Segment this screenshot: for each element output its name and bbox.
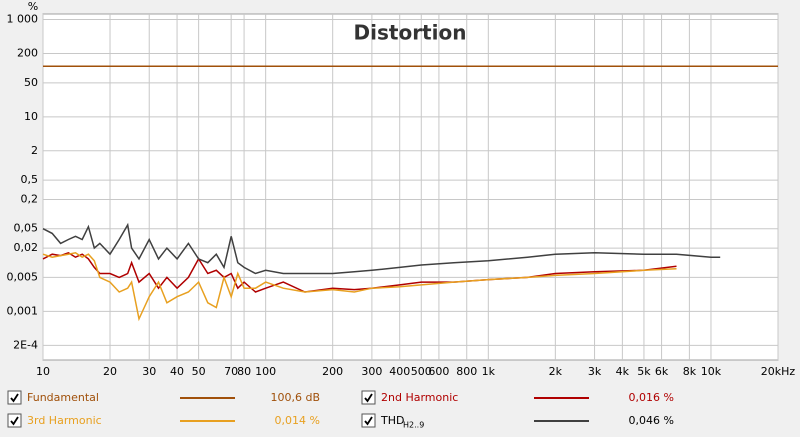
x-tick-label: 400 [389,365,410,378]
y-tick-label: 2E-4 [13,338,38,351]
legend-name: 3rd Harmonic [27,414,102,427]
y-tick-label: 1 000 [7,13,39,26]
x-tick-label: 8k [683,365,697,378]
x-tick-label: 3k [588,365,602,378]
y-tick-label: 0,02 [14,241,39,254]
y-tick-label: 0,005 [7,270,39,283]
legend-checkbox[interactable] [7,413,22,428]
x-tick-label: 10 [36,365,50,378]
legend-checkbox[interactable] [361,390,376,405]
x-tick-label: 30 [142,365,156,378]
x-tick-label: 5k [637,365,651,378]
x-tick-label: 100 [255,365,276,378]
x-tick-label: 70 [224,365,238,378]
y-tick-label: 0,001 [7,304,39,317]
x-tick-label: 500 [411,365,432,378]
x-tick-label: 600 [428,365,449,378]
y-tick-label: 0,5 [21,173,39,186]
checkmark [364,393,373,403]
y-tick-label: 200 [17,47,38,60]
series-line [42,252,677,322]
series-line [42,251,677,293]
x-tick-label: 80 [237,365,251,378]
legend-value: 0,046 % [629,414,674,427]
x-tick-label: 20kHz [761,365,796,378]
x-tick-label: 1k [482,365,496,378]
y-tick-label: 0,2 [21,192,39,205]
legend-value: 100,6 dB [270,391,320,404]
x-tick-label: 6k [655,365,669,378]
y-tick-label: 10 [24,110,38,123]
x-tick-label: 4k [616,365,630,378]
checkmark [10,416,19,426]
legend-value: 0,016 % [629,391,674,404]
y-tick-label: 0,05 [14,222,39,235]
legend-name: THD [380,414,404,427]
x-tick-label: 50 [192,365,206,378]
x-tick-label: 20 [103,365,117,378]
plot-area [42,13,779,361]
chart-title: Distortion [354,21,467,45]
legend-name-sub: H2..9 [403,421,424,430]
y-tick-label: 50 [24,76,38,89]
legend-checkbox[interactable] [361,413,376,428]
series-line [42,222,721,275]
x-tick-label: 10k [701,365,722,378]
x-tick-label: 40 [170,365,184,378]
legend-name: 2nd Harmonic [381,391,458,404]
y-tick-label: 2 [31,144,38,157]
legend-name: Fundamental [27,391,99,404]
x-tick-label: 800 [456,365,477,378]
checkmark [364,416,373,426]
checkmark [10,393,19,403]
x-tick-label: 300 [361,365,382,378]
x-tick-label: 2k [549,365,563,378]
legend-value: 0,014 % [275,414,320,427]
x-tick-label: 200 [322,365,343,378]
y-axis-label: % [28,0,38,13]
legend-checkbox[interactable] [7,390,22,405]
